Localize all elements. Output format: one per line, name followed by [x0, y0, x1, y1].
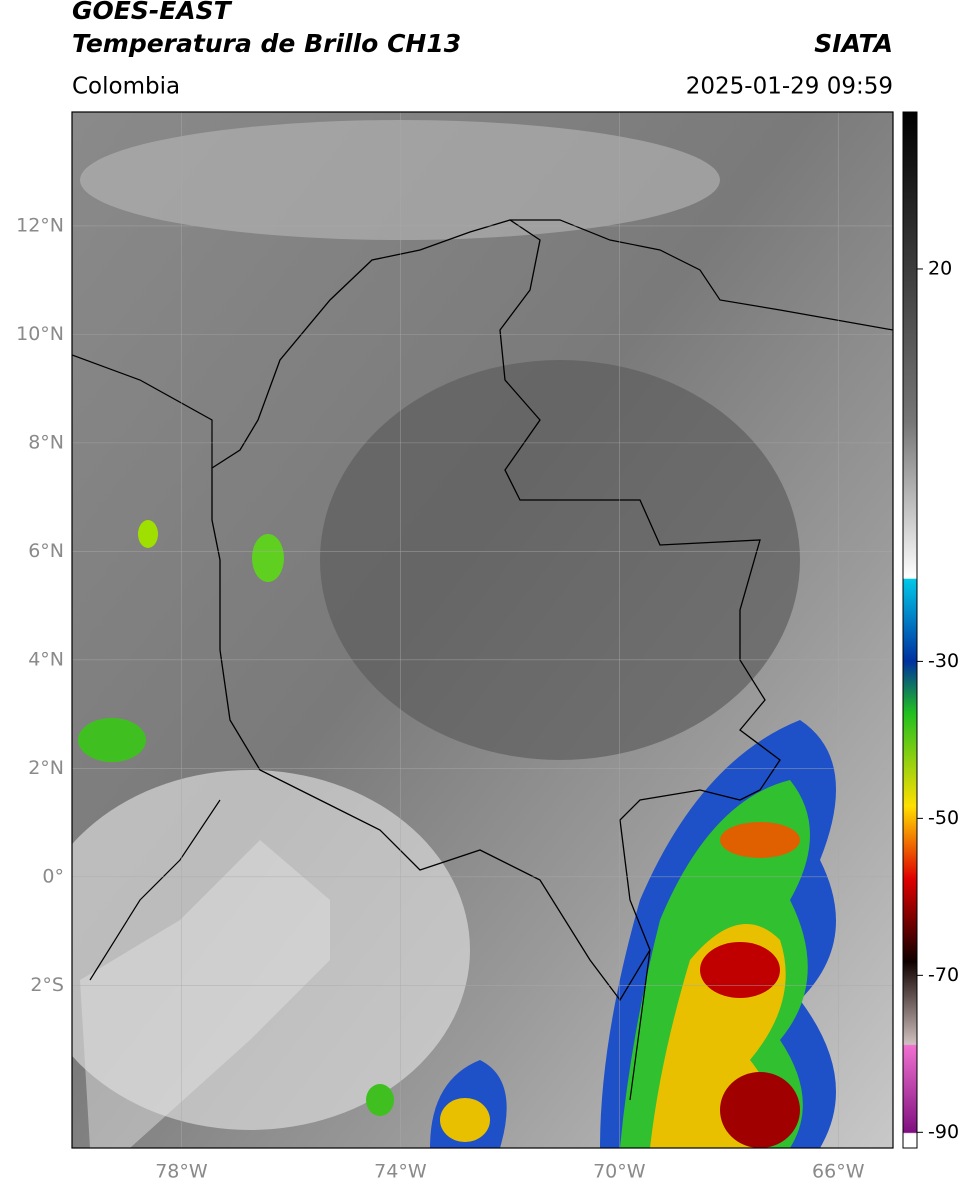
- lat-tick-label: 0°: [42, 865, 64, 887]
- map-frame: [71, 111, 894, 1149]
- graticule: [72, 112, 893, 1148]
- satellite-image: [72, 112, 893, 1148]
- colorbar-tick-label: 20: [928, 257, 952, 279]
- lat-tick-label: 2°N: [28, 757, 64, 779]
- colorbar: [902, 111, 918, 1149]
- lat-tick-label: 4°N: [28, 648, 64, 670]
- agency: SIATA: [814, 29, 893, 58]
- lon-tick-label: 74°W: [374, 1161, 427, 1183]
- subtitle: Temperatura de Brillo CH13: [72, 29, 461, 58]
- colorbar-tick-label: -30: [928, 650, 959, 672]
- lon-tick-label: 78°W: [155, 1161, 208, 1183]
- lat-tick-label: 12°N: [16, 214, 64, 236]
- datetime: 2025-01-29 09:59: [686, 74, 893, 100]
- colorbar-tick-label: -70: [928, 964, 959, 986]
- colorbar-tick-label: -90: [928, 1121, 959, 1143]
- lat-tick-label: 10°N: [16, 323, 64, 345]
- lat-tick-label: 8°N: [28, 431, 64, 453]
- lat-tick-label: 2°S: [30, 974, 64, 996]
- lat-tick-label: 6°N: [28, 540, 64, 562]
- title: GOES-EAST: [72, 0, 233, 25]
- lon-tick-label: 70°W: [593, 1161, 646, 1183]
- colorbar-tick-label: -50: [928, 807, 959, 829]
- region: Colombia: [72, 74, 180, 100]
- lon-tick-label: 66°W: [812, 1161, 865, 1183]
